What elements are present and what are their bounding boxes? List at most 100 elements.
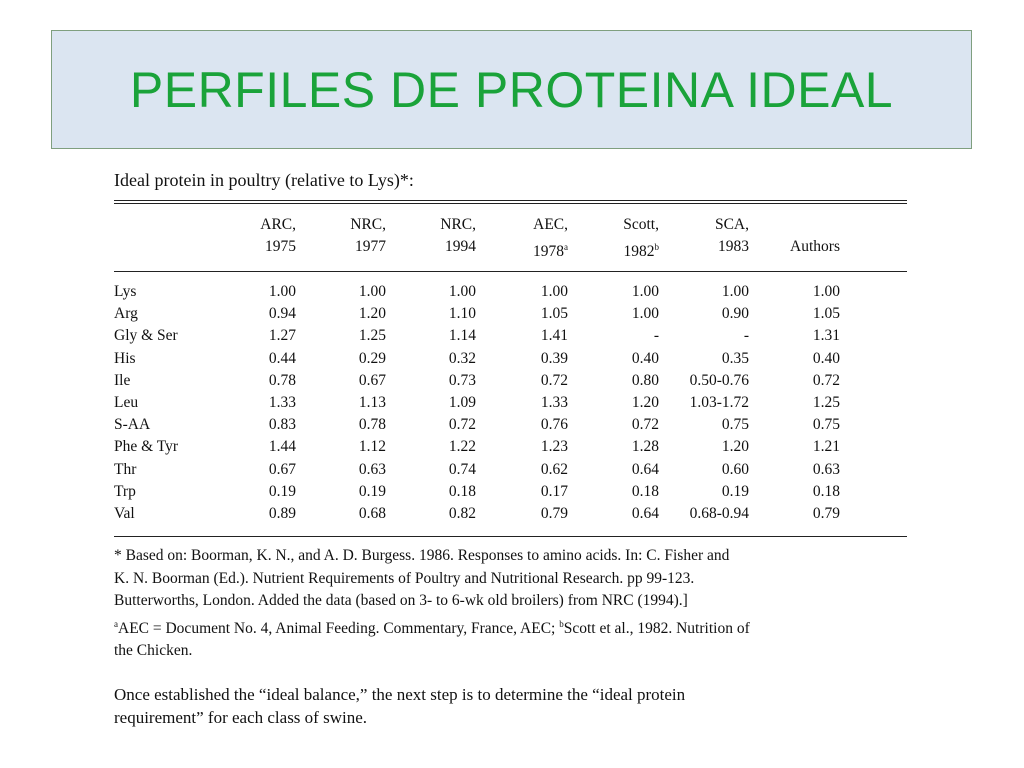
table-cell: 1.27	[268, 327, 296, 345]
column-header-source	[790, 214, 840, 236]
column-header-year-text: 1977	[355, 238, 386, 255]
table-cell: -	[653, 327, 659, 345]
table-cell: 1.03-1.72	[689, 394, 749, 411]
table-cell: 0.72	[812, 371, 840, 389]
row-label: Lys	[114, 283, 137, 300]
table-cell: 1.44	[268, 438, 296, 456]
table-cell: 0.62	[540, 460, 568, 478]
table-cell: 0.73	[448, 371, 476, 389]
footnote-line: * Based on: Boorman, K. N., and A. D. Bu…	[114, 547, 730, 564]
footnote-line: aAEC = Document No. 4, Animal Feeding. C…	[114, 613, 904, 641]
table-top-rule	[114, 200, 907, 204]
table-cell: 0.63	[812, 460, 840, 478]
column-header-year: 1982b	[623, 236, 660, 263]
table-cell: 1.22	[448, 438, 476, 456]
row-label: Thr	[114, 460, 137, 478]
closing-line: requirement” for each class of swine.	[114, 708, 367, 727]
column-header-year: 1978a	[533, 236, 568, 263]
table-row: Thr 0.67 0.63 0.74 0.62 0.64 0.60 0.63	[114, 459, 907, 481]
table-row: Leu 1.33 1.13 1.09 1.33 1.20 1.03-1.72 1.25	[114, 392, 907, 414]
row-label: Phe & Tyr	[114, 438, 179, 456]
column-header-source: NRC,	[440, 216, 476, 233]
footnote-line: Butterworths, London. Added the data (ba…	[114, 592, 688, 609]
closing-paragraph: Once established the “ideal balance,” th…	[114, 683, 904, 729]
column-header: ARC, 1975	[260, 214, 296, 258]
table-row: Val 0.89 0.68 0.82 0.79 0.64 0.68-0.94 0.79	[114, 503, 907, 525]
column-header-footnote-marker: b	[654, 242, 660, 252]
table-cell: 0.68	[358, 505, 386, 522]
table-cell: 0.89	[268, 505, 296, 522]
table-cell: 0.18	[448, 482, 476, 500]
column-header-year-text: 1982	[623, 243, 655, 261]
row-label: Ile	[114, 371, 131, 389]
column-header-year-text: 1983	[718, 238, 749, 255]
table-row: Arg 0.94 1.20 1.10 1.05 1.00 0.90 1.05	[114, 303, 907, 325]
column-header-year-text: 1978	[533, 243, 564, 261]
table-cell: 0.67	[268, 460, 296, 478]
table-row: Lys 1.00 1.00 1.00 1.00 1.00 1.00 1.00	[114, 281, 907, 303]
table-cell: 1.00	[812, 283, 840, 300]
table-cell: 0.29	[358, 349, 386, 367]
column-header-year: 1975	[260, 236, 296, 258]
column-header-year-text: 1994	[445, 238, 476, 255]
column-header-source: AEC,	[533, 216, 568, 233]
slide-title: PERFILES DE PROTEINA IDEAL	[129, 61, 894, 118]
table-cell: 1.20	[721, 438, 749, 456]
table-row: Gly & Ser 1.27 1.25 1.14 1.41 - - 1.31	[114, 325, 907, 347]
table-cell: 0.19	[358, 482, 386, 500]
table-cell: 0.19	[721, 482, 749, 500]
footnote-text-b: Scott et al., 1982. Nutrition of	[563, 619, 750, 637]
row-label: Arg	[114, 305, 138, 323]
table-cell: 0.83	[268, 416, 296, 434]
table-cell: 1.20	[358, 305, 386, 323]
table-cell: 1.21	[812, 438, 840, 456]
footnote-marker-a: a	[114, 618, 118, 629]
table-cell: 1.05	[540, 305, 568, 323]
table-cell: 1.00	[448, 283, 476, 300]
row-label: Gly & Ser	[114, 327, 178, 345]
column-header-year: Authors	[790, 236, 840, 258]
title-banner: PERFILES DE PROTEINA IDEAL	[51, 30, 972, 149]
row-label: S-AA	[114, 416, 151, 434]
table-cell: 0.64	[631, 460, 659, 478]
table-cell: 0.44	[268, 349, 296, 367]
table-row: His 0.44 0.29 0.32 0.39 0.40 0.35 0.40	[114, 348, 907, 370]
table-title: Ideal protein in poultry (relative to Ly…	[114, 170, 414, 190]
table-cell: 1.12	[358, 438, 386, 456]
table-cell: 1.41	[540, 327, 568, 345]
footnotes: * Based on: Boorman, K. N., and A. D. Bu…	[114, 545, 904, 663]
column-header-source: Scott,	[623, 216, 659, 233]
table-row: Trp 0.19 0.19 0.18 0.17 0.18 0.19 0.18	[114, 481, 907, 503]
table-row: Phe & Tyr 1.44 1.12 1.22 1.23 1.28 1.20 1.21	[114, 436, 907, 458]
table-cell: 1.00	[540, 283, 568, 300]
table-cell: 0.94	[268, 305, 296, 323]
table-row: S-AA 0.83 0.78 0.72 0.76 0.72 0.75 0.75	[114, 414, 907, 436]
table-cell: 1.09	[448, 394, 476, 411]
table-bottom-rule	[114, 536, 907, 537]
table-cell: 0.68-0.94	[689, 505, 749, 522]
footnote-line: the Chicken.	[114, 642, 193, 660]
table-cell: 0.60	[721, 460, 749, 478]
table-cell: 1.28	[631, 438, 659, 456]
column-header-year-text: 1975	[265, 238, 296, 255]
table-cell: 0.63	[358, 460, 386, 478]
table-cell: 0.79	[812, 505, 840, 522]
table-cell: 0.40	[812, 349, 840, 367]
table-cell: 0.18	[631, 482, 659, 500]
table-cell: 1.23	[540, 438, 568, 456]
table-cell: -	[743, 327, 749, 345]
table-cell: 0.19	[268, 482, 296, 500]
table-cell: 1.13	[358, 394, 386, 411]
table-cell: 1.20	[631, 394, 659, 411]
column-header: NRC, 1977	[350, 214, 386, 258]
table-cell: 0.35	[721, 349, 749, 367]
table-cell: 1.25	[812, 394, 840, 411]
table-cell: 0.67	[358, 371, 386, 389]
column-header-year: 1977	[350, 236, 386, 258]
table-cell: 0.40	[631, 349, 659, 367]
table-cell: 0.80	[631, 371, 659, 389]
column-header-source: ARC,	[260, 216, 296, 233]
table-cell: 0.75	[721, 416, 749, 434]
table-cell: 0.78	[358, 416, 386, 434]
column-header: Scott, 1982b	[623, 214, 659, 263]
